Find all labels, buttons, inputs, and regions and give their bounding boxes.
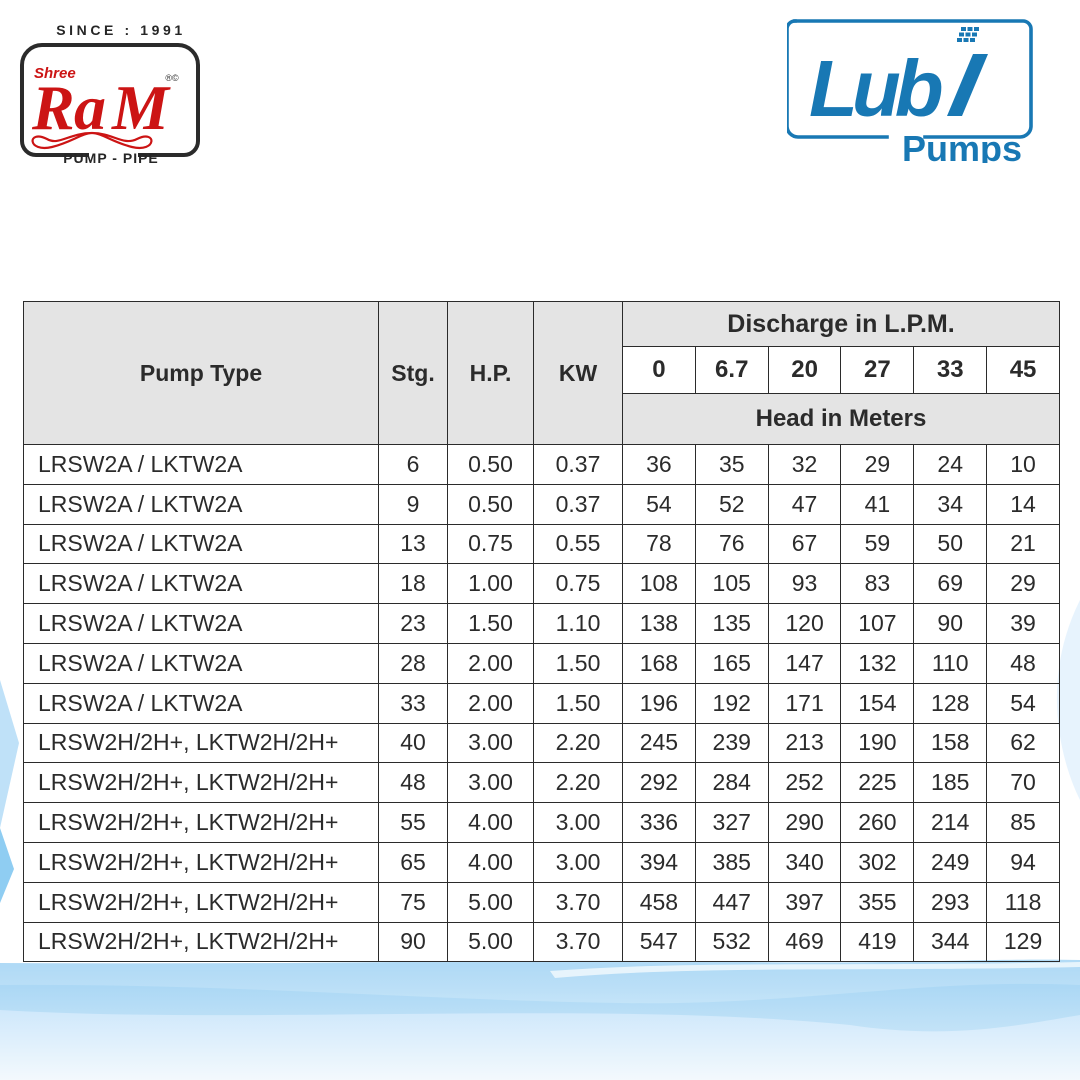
svg-text:Pumps: Pumps <box>902 128 1022 163</box>
svg-text:®©: ®© <box>165 73 179 83</box>
svg-text:R: R <box>31 72 73 143</box>
svg-text:M: M <box>111 72 171 143</box>
svg-text:Lub: Lub <box>809 44 942 133</box>
svg-text:PUMP - PIPE: PUMP - PIPE <box>63 150 159 166</box>
